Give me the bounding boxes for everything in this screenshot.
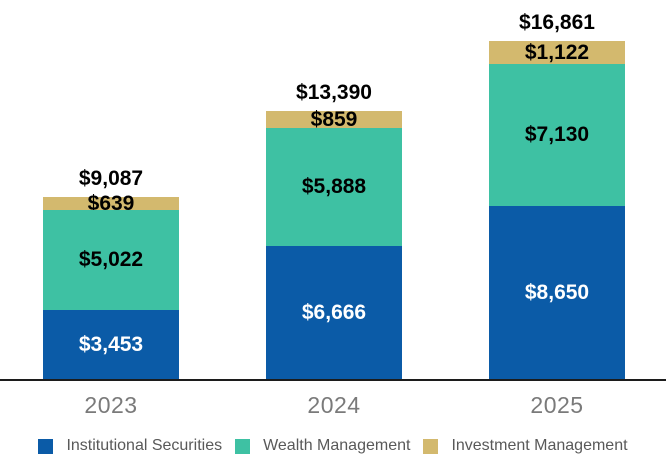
legend-label: Institutional Securities [66, 437, 223, 454]
bar-segment-2025-wealth-management: $7,130 [489, 63, 625, 207]
legend-swatch-icon [235, 438, 251, 454]
segment-value-label: $6,666 [301, 300, 367, 324]
x-axis-label-2023: 2023 [84, 392, 138, 418]
legend-label: Investment Management [451, 437, 628, 454]
segment-value-label: $5,888 [301, 175, 367, 199]
segment-value-label: $3,453 [78, 333, 144, 356]
bar-2023: $639 $5,022 $3,453 [43, 193, 179, 379]
legend: Institutional Securities Wealth Managemen… [0, 438, 666, 454]
segment-value-label: $7,130 [524, 123, 590, 147]
segment-value-label: $1,122 [524, 40, 590, 64]
legend-swatch-icon [38, 438, 54, 454]
legend-item-institutional-securities: Institutional Securities [38, 438, 222, 454]
segment-value-label: $8,650 [524, 281, 590, 305]
x-axis-label-2025: 2025 [530, 392, 584, 418]
bar-2025: $1,122 $7,130 $8,650 [489, 41, 625, 379]
x-axis-line [0, 379, 666, 381]
bar-segment-2024-investment-management: $859 [266, 108, 402, 131]
total-label-2024: $13,390 [296, 80, 372, 104]
legend-item-investment-management: Investment Management [423, 437, 628, 454]
bar-segment-2023-institutional-securities: $3,453 [43, 310, 179, 379]
segment-value-label: $5,022 [78, 248, 144, 272]
x-axis-label-2024: 2024 [307, 392, 361, 418]
bar-2024: $859 $5,888 $6,666 [266, 108, 402, 379]
bar-segment-2024-institutional-securities: $6,666 [266, 245, 402, 379]
legend-swatch-icon [423, 438, 439, 454]
bar-segment-2025-institutional-securities: $8,650 [489, 206, 625, 379]
bar-segment-2025-investment-management: $1,122 [489, 40, 625, 64]
bar-segment-2023-investment-management: $639 [43, 193, 179, 214]
total-label-2025: $16,861 [519, 11, 595, 35]
total-label-2023: $9,087 [78, 166, 144, 190]
legend-item-wealth-management: Wealth Management [235, 438, 410, 454]
segment-value-label: $639 [87, 191, 135, 215]
segment-value-label: $859 [310, 108, 358, 131]
legend-label: Wealth Management [263, 437, 411, 454]
bar-segment-2024-wealth-management: $5,888 [266, 128, 402, 246]
bar-segment-2023-wealth-management: $5,022 [43, 209, 179, 310]
